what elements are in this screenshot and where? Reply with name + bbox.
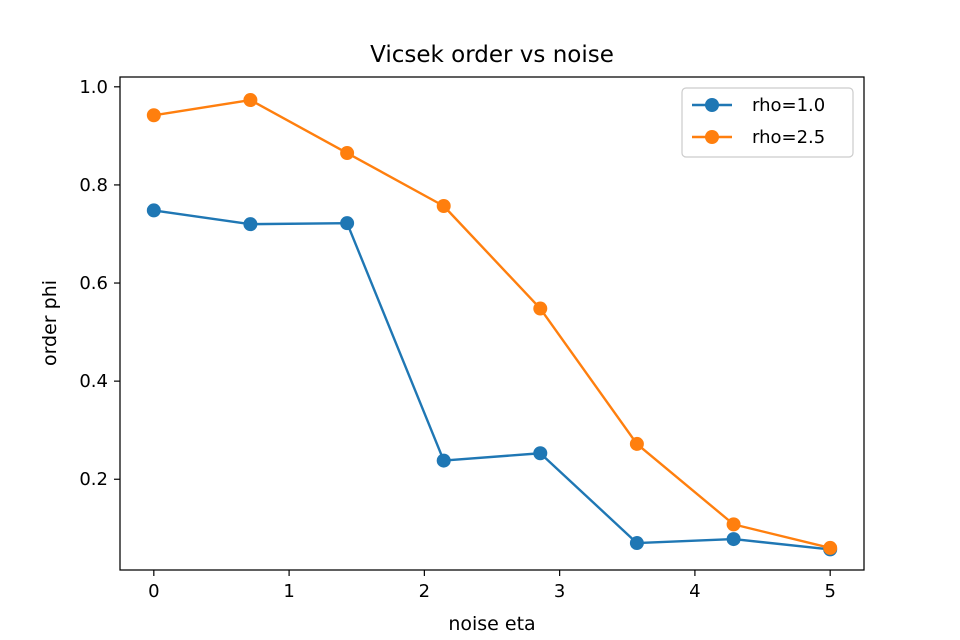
data-point (146, 108, 161, 123)
legend-item: rho=1.0 (692, 95, 825, 116)
y-tick-label: 0.4 (79, 371, 108, 392)
plot-frame (119, 76, 865, 571)
series-layer (146, 93, 838, 557)
series-line (153, 98, 831, 550)
x-tick-label: 0 (148, 581, 159, 602)
x-axis: 0 1 2 3 4 5 (148, 570, 836, 602)
y-tick-label: 0.2 (79, 469, 108, 490)
data-point (436, 199, 451, 214)
data-point (146, 203, 161, 218)
data-point (340, 216, 355, 231)
data-point (243, 93, 258, 108)
y-axis-label: order phi (39, 280, 61, 366)
data-point (436, 453, 451, 468)
legend-marker (705, 98, 719, 112)
x-tick-label: 5 (824, 581, 835, 602)
series-rho-2-5 (146, 93, 838, 555)
legend: rho=1.0 rho=2.5 (681, 87, 854, 158)
data-point (533, 301, 548, 316)
x-tick-label: 4 (689, 581, 700, 602)
chart-title: Vicsek order vs noise (370, 42, 614, 68)
series-line (153, 209, 831, 551)
data-point (340, 146, 355, 161)
legend-item: rho=2.5 (692, 127, 825, 148)
data-point (629, 536, 644, 551)
data-point (823, 540, 838, 555)
y-tick-label: 0.8 (79, 175, 108, 196)
legend-label: rho=1.0 (752, 95, 825, 116)
data-point (243, 217, 258, 232)
data-point (726, 517, 741, 532)
y-tick-label: 1.0 (79, 77, 108, 98)
x-axis-label: noise eta (448, 613, 535, 635)
legend-label: rho=2.5 (752, 127, 825, 148)
data-point (726, 532, 741, 547)
x-tick-label: 2 (419, 581, 430, 602)
legend-marker (705, 130, 719, 144)
x-tick-label: 3 (554, 581, 565, 602)
y-tick-label: 0.6 (79, 273, 108, 294)
y-axis: 0.2 0.4 0.6 0.8 1.0 (79, 77, 120, 490)
data-point (533, 446, 548, 461)
x-tick-label: 1 (283, 581, 294, 602)
data-point (629, 436, 644, 451)
